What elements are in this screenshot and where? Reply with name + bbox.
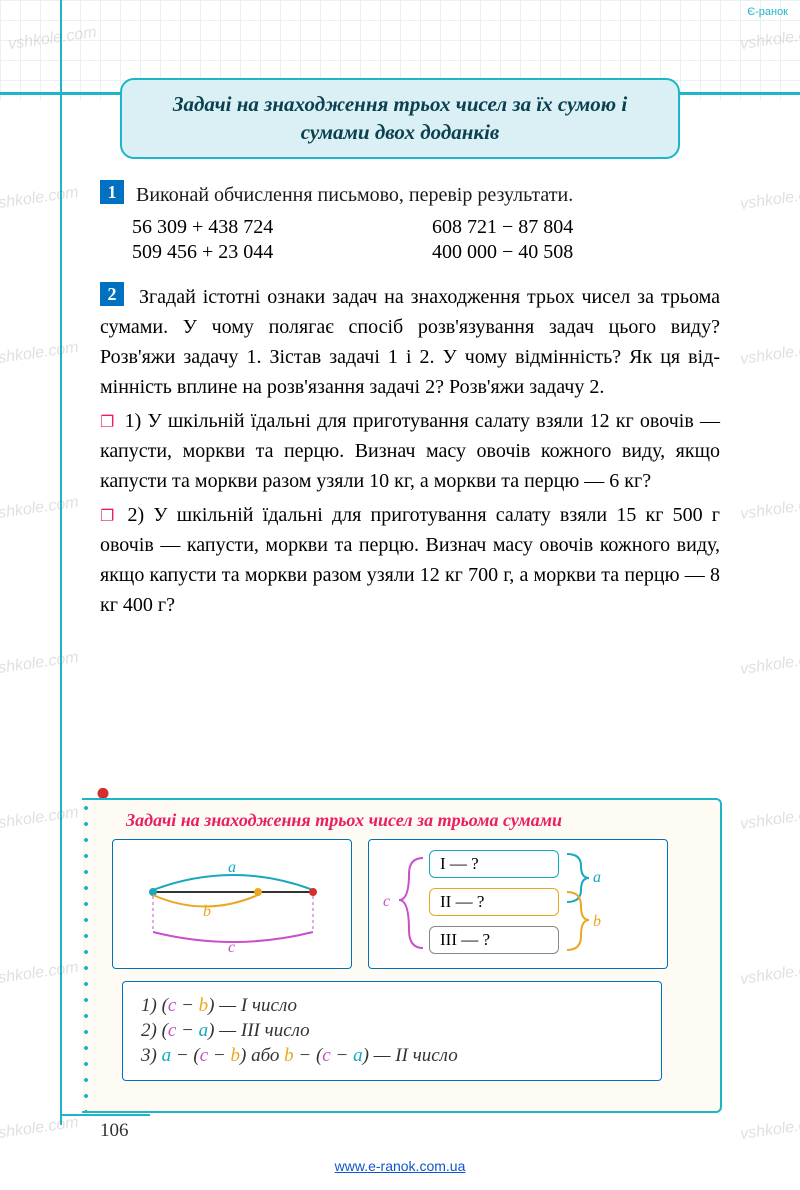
watermark: vshkole.com [0, 184, 80, 214]
subtask-1-text: 1) У шкільній їдальні для приготування с… [100, 410, 720, 492]
watermark: vshkole.com [739, 339, 800, 369]
formulas-box: 1) (c − b) — I число 2) (c − a) — III чи… [122, 981, 662, 1081]
notebook-panel: Задачі на знаходження трьох чисел за трь… [82, 798, 722, 1113]
label-b: b [593, 913, 601, 930]
section-title: Задачі на знаходження трьох чисел за їх … [173, 92, 627, 144]
notebook-title: Задачі на знаходження трьох чисел за трь… [126, 810, 720, 831]
page-rule [60, 1114, 150, 1116]
diagram-panel: a b c [112, 839, 352, 969]
subtask-1: ❐ 1) У шкільній їдальні для приготування… [100, 406, 720, 496]
watermark: vshkole.com [739, 804, 800, 834]
publisher-logo: Є-ранок [747, 6, 788, 18]
task-2: 2 Згадай істотні ознаки задач на знаходж… [100, 282, 720, 402]
brackets: c a b [369, 840, 669, 970]
watermark: vshkole.com [0, 804, 80, 834]
watermark: vshkole.com [0, 339, 80, 369]
formula-3: 3) a − (c − b) або b − (c − a) — II числ… [141, 1045, 643, 1067]
equation: 608 721 − 87 804 [432, 216, 573, 239]
label-c: c [228, 939, 235, 956]
bullet-icon: ❐ [100, 414, 114, 431]
watermark: vshkole.com [739, 959, 800, 989]
left-margin-rule [60, 0, 62, 1125]
section-title-box: Задачі на знаходження трьох чисел за їх … [120, 78, 680, 159]
equation: 56 309 + 438 724 [132, 216, 432, 239]
equation-row: 56 309 + 438 724 608 721 − 87 804 [132, 216, 720, 239]
schema-panel: I — ? II — ? III — ? c a b [368, 839, 668, 969]
subtask-2-text: 2) У шкільній їдальні для приготування с… [100, 504, 720, 616]
equation-row: 509 456 + 23 044 400 000 − 40 508 [132, 241, 720, 264]
task-1: 1 Виконай обчислення письмово, перевір р… [100, 180, 720, 210]
watermark: vshkole.com [0, 494, 80, 524]
subtask-2: ❐ 2) У шкільній їдальні для приготування… [100, 500, 720, 620]
bullet-icon: ❐ [100, 508, 114, 525]
segment-diagram: a b c [113, 840, 353, 970]
task-number-badge: 1 [100, 180, 124, 204]
watermark: vshkole.com [0, 649, 80, 679]
formula-2: 2) (c − a) — III число [141, 1020, 643, 1042]
footer-link[interactable]: www.e-ranok.com.ua [335, 1158, 466, 1174]
task-1-text: Виконай обчислення письмово, перевір рез… [136, 184, 573, 206]
page-number: 106 [100, 1120, 129, 1142]
watermark: vshkole.com [739, 1114, 800, 1144]
label-c: c [383, 893, 390, 910]
equation: 509 456 + 23 044 [132, 241, 432, 264]
content-area: 1 Виконай обчислення письмово, перевір р… [100, 180, 720, 620]
watermark: vshkole.com [739, 184, 800, 214]
watermark: vshkole.com [0, 959, 80, 989]
label-a: a [593, 869, 601, 886]
label-b: b [203, 903, 211, 920]
task-2-text: Згадай істотні ознаки задач на знаходжен… [100, 286, 720, 398]
watermark: vshkole.com [0, 1114, 80, 1144]
equation: 400 000 − 40 508 [432, 241, 573, 264]
watermark: vshkole.com [739, 494, 800, 524]
label-a: a [228, 859, 236, 876]
formula-1: 1) (c − b) — I число [141, 995, 643, 1017]
task-number-badge: 2 [100, 282, 124, 306]
watermark: vshkole.com [739, 649, 800, 679]
